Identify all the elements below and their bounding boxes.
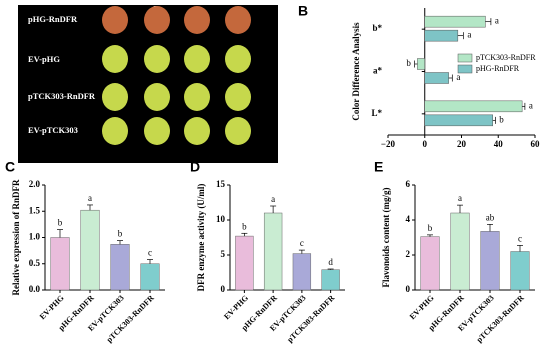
photo-label: EV-pHG <box>28 54 60 64</box>
panel-letter: C <box>5 159 15 175</box>
y-axis-title: Color Difference Analysis <box>351 22 361 121</box>
y-tick-label: 5 <box>221 249 226 259</box>
legend-swatch <box>457 53 473 63</box>
y-tick-label: 0.0 <box>29 284 41 294</box>
y-axis-title: DFR enzyme activity (U/ml) <box>196 184 206 292</box>
fruit <box>144 6 170 34</box>
significance-letter: a <box>88 193 92 203</box>
significance-letter: b <box>58 218 63 228</box>
y-tick-label: 1.0 <box>29 232 41 242</box>
bar <box>292 253 312 291</box>
significance-letter: d <box>328 257 333 267</box>
y-tick-label: 2.0 <box>29 179 41 189</box>
photo-label: EV-pTCK303 <box>28 125 78 135</box>
fruit <box>225 83 251 111</box>
bar <box>424 72 449 84</box>
photo-label: pHG-RnDFR <box>28 14 78 24</box>
fruit <box>184 45 210 73</box>
bar <box>424 29 459 42</box>
y-tick-label: 1.5 <box>29 205 41 215</box>
y-tick-label: 0.5 <box>29 258 41 268</box>
bar <box>417 58 425 70</box>
bar <box>235 235 254 291</box>
fruit <box>144 45 170 73</box>
significance-letter: a <box>529 100 533 110</box>
y-tick-label: 0 <box>406 284 411 294</box>
significance-letter: a <box>271 194 275 204</box>
bar <box>110 244 130 291</box>
fruit <box>184 6 210 34</box>
fruit <box>144 117 170 145</box>
x-tick-label: EV-PHG <box>408 293 436 321</box>
bar <box>424 114 493 127</box>
fruit <box>225 45 251 73</box>
significance-letter: b <box>118 229 123 239</box>
x-tick-label: EV-PHG <box>222 293 250 321</box>
y-tick-label: 4 <box>406 214 411 224</box>
significance-letter: a <box>456 72 460 82</box>
legend-label: pTCK303-RnDFR <box>476 53 536 62</box>
bar <box>424 100 523 113</box>
significance-letter: a <box>495 16 499 26</box>
y-tick-label: 10 <box>216 214 226 224</box>
bar <box>50 237 70 291</box>
x-tick-label: 20 <box>457 139 467 149</box>
bar <box>424 15 486 28</box>
y-tick-label: 2 <box>406 249 411 259</box>
y-tick-label: L* <box>371 108 382 118</box>
fruit <box>102 83 128 111</box>
legend-label: pHG-RnDFR <box>476 64 520 73</box>
fruit <box>102 45 128 73</box>
significance-letter: c <box>148 248 152 258</box>
panel-letter: D <box>190 159 200 175</box>
significance-letter: c <box>300 238 304 248</box>
x-tick-label: 60 <box>531 139 541 149</box>
bar <box>140 263 160 291</box>
y-tick-label: 6 <box>406 179 411 189</box>
fruit <box>225 117 251 145</box>
y-axis-title: Relative expression of RnDFR <box>11 179 21 296</box>
bar <box>80 209 100 291</box>
legend-swatch <box>457 64 473 74</box>
bar <box>450 212 470 291</box>
fruit <box>184 83 210 111</box>
y-axis-title: Flavonoids content (mg/g) <box>381 187 391 287</box>
fruit <box>144 83 170 111</box>
fruit <box>184 117 210 145</box>
bar <box>263 212 283 291</box>
significance-letter: a <box>467 30 471 40</box>
y-tick-label: a* <box>373 66 383 76</box>
x-tick-label: 40 <box>494 139 504 149</box>
x-tick-label: −20 <box>381 139 396 149</box>
y-tick-label: 15 <box>216 179 226 189</box>
significance-letter: c <box>518 233 522 243</box>
significance-letter: b <box>242 221 247 231</box>
significance-letter: b <box>499 114 504 124</box>
bar <box>510 251 530 291</box>
y-tick-label: 0 <box>221 284 226 294</box>
x-tick-label: EV-PHG <box>38 293 66 321</box>
significance-letter: ab <box>486 212 495 222</box>
fruit <box>102 117 128 145</box>
x-tick-label: 0 <box>423 139 428 149</box>
bar <box>321 269 340 291</box>
photo-label: pTCK303-RnDFR <box>28 91 96 101</box>
fruit <box>225 6 251 34</box>
fruit <box>102 6 128 34</box>
panel-letter: B <box>298 3 308 19</box>
panel-letter: E <box>374 159 383 175</box>
y-tick-label: b* <box>372 23 382 33</box>
significance-letter: a <box>458 193 462 203</box>
significance-letter: b <box>406 58 411 68</box>
significance-letter: b <box>428 223 433 233</box>
bar <box>420 236 440 291</box>
bar <box>480 231 500 291</box>
